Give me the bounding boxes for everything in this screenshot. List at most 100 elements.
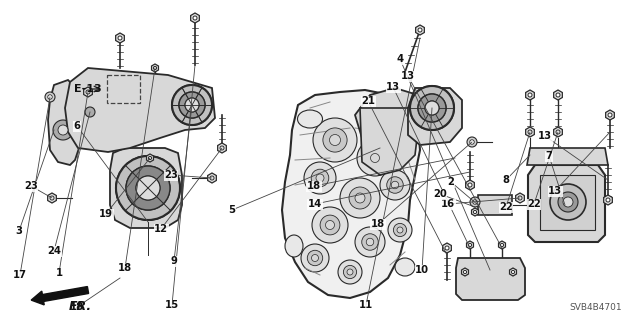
Circle shape <box>468 243 472 247</box>
Circle shape <box>418 28 422 32</box>
Polygon shape <box>207 173 216 183</box>
Polygon shape <box>525 127 534 137</box>
Circle shape <box>366 238 374 246</box>
FancyArrow shape <box>31 286 88 305</box>
Text: 4: 4 <box>396 54 404 64</box>
Circle shape <box>116 156 180 220</box>
Polygon shape <box>605 110 614 120</box>
Circle shape <box>467 137 477 147</box>
Circle shape <box>563 197 573 207</box>
Text: 9: 9 <box>171 256 177 266</box>
Circle shape <box>556 130 560 134</box>
Circle shape <box>362 234 378 250</box>
Text: 12: 12 <box>154 224 168 234</box>
Circle shape <box>608 113 612 117</box>
Circle shape <box>347 269 353 275</box>
Circle shape <box>50 196 54 200</box>
Text: SVB4B4701: SVB4B4701 <box>570 303 622 313</box>
Circle shape <box>58 125 68 135</box>
Circle shape <box>355 193 365 203</box>
Ellipse shape <box>380 98 402 114</box>
Polygon shape <box>355 88 428 155</box>
Circle shape <box>210 176 214 180</box>
Text: 22: 22 <box>499 202 513 212</box>
Text: 14: 14 <box>308 199 322 209</box>
Polygon shape <box>516 193 524 203</box>
Circle shape <box>185 98 199 112</box>
Circle shape <box>391 181 399 189</box>
Polygon shape <box>472 208 479 216</box>
Polygon shape <box>152 64 159 72</box>
Circle shape <box>48 95 52 99</box>
Text: 1: 1 <box>56 268 63 278</box>
Text: E-13: E-13 <box>74 84 102 94</box>
Circle shape <box>136 176 160 200</box>
Circle shape <box>365 148 385 168</box>
Polygon shape <box>408 88 462 145</box>
Circle shape <box>397 227 403 233</box>
Polygon shape <box>415 25 424 35</box>
Text: 20: 20 <box>433 189 447 199</box>
Circle shape <box>311 169 329 187</box>
Text: 21: 21 <box>361 96 375 106</box>
Circle shape <box>410 86 454 130</box>
Circle shape <box>220 146 224 150</box>
Text: 5: 5 <box>228 205 236 215</box>
Polygon shape <box>116 33 124 43</box>
Circle shape <box>394 223 406 237</box>
Text: 18: 18 <box>371 219 385 229</box>
Circle shape <box>474 211 477 214</box>
Circle shape <box>470 197 480 207</box>
Circle shape <box>301 244 329 272</box>
Circle shape <box>500 243 504 247</box>
Circle shape <box>118 36 122 40</box>
Circle shape <box>154 66 157 70</box>
Circle shape <box>172 85 212 125</box>
Circle shape <box>528 93 532 97</box>
Circle shape <box>388 218 412 242</box>
Polygon shape <box>48 80 82 165</box>
Circle shape <box>468 183 472 187</box>
Bar <box>107 75 140 103</box>
Circle shape <box>357 140 393 176</box>
Circle shape <box>410 86 454 130</box>
Polygon shape <box>456 258 525 300</box>
Circle shape <box>172 85 212 125</box>
Circle shape <box>116 156 180 220</box>
Circle shape <box>425 101 439 115</box>
Circle shape <box>179 92 205 118</box>
Polygon shape <box>478 195 512 215</box>
Circle shape <box>606 198 610 202</box>
Text: 6: 6 <box>74 121 81 131</box>
Circle shape <box>307 250 323 266</box>
Circle shape <box>136 176 160 200</box>
Polygon shape <box>65 68 215 152</box>
Circle shape <box>528 130 532 134</box>
Text: 19: 19 <box>99 209 113 219</box>
Circle shape <box>463 271 467 274</box>
Circle shape <box>340 178 380 218</box>
Text: 13: 13 <box>548 186 562 196</box>
Polygon shape <box>466 180 474 190</box>
Circle shape <box>387 177 403 193</box>
Polygon shape <box>47 193 56 203</box>
Text: 13: 13 <box>386 82 400 92</box>
Circle shape <box>323 128 347 152</box>
Ellipse shape <box>395 258 415 276</box>
Polygon shape <box>191 13 199 23</box>
Circle shape <box>338 260 362 284</box>
Circle shape <box>470 140 474 144</box>
Text: FR.: FR. <box>68 300 92 314</box>
Polygon shape <box>282 90 420 298</box>
Polygon shape <box>527 148 608 165</box>
Circle shape <box>312 255 319 262</box>
Text: 22: 22 <box>527 199 541 209</box>
Ellipse shape <box>285 235 303 257</box>
Circle shape <box>193 16 197 20</box>
Circle shape <box>556 93 560 97</box>
Circle shape <box>179 92 205 118</box>
Text: 23: 23 <box>24 181 38 191</box>
Bar <box>540 175 595 230</box>
Circle shape <box>85 107 95 117</box>
Circle shape <box>45 92 55 102</box>
